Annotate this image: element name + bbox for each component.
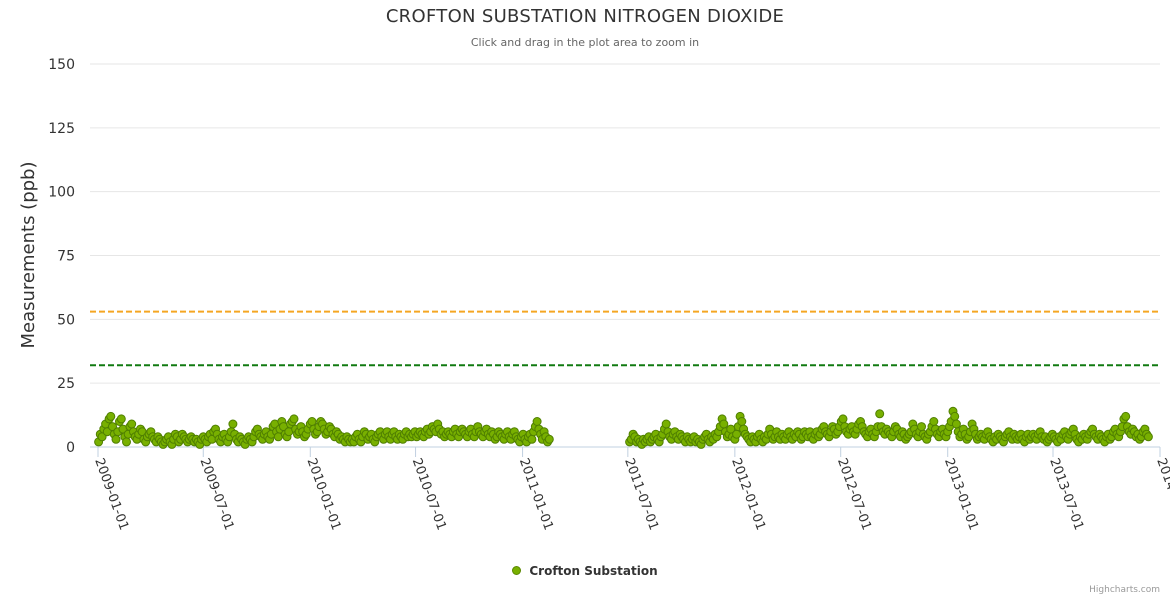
y-tick-label: 0 xyxy=(66,440,75,456)
circle-marker-icon xyxy=(512,566,522,575)
y-tick-label: 150 xyxy=(48,57,75,73)
data-point[interactable] xyxy=(950,411,960,421)
data-point[interactable] xyxy=(917,422,926,432)
x-tick-label: 2009-07-01 xyxy=(197,456,237,532)
x-tick-label: 2012-01-01 xyxy=(728,456,768,532)
x-axis: 2009-01-01 2009-07-01 2010-01-01 2010-07-01… xyxy=(90,446,1170,532)
data-point[interactable] xyxy=(127,419,137,429)
x-tick-label: 2010-07-01 xyxy=(409,456,449,532)
y-tick-label: 75 xyxy=(57,249,75,265)
y-tick-label: 100 xyxy=(48,185,75,201)
data-point[interactable] xyxy=(1121,411,1131,421)
data-point[interactable] xyxy=(838,414,848,424)
data-point[interactable] xyxy=(527,434,537,444)
x-tick-label: 2013-07-01 xyxy=(1046,456,1086,532)
data-point[interactable] xyxy=(737,417,747,426)
data-point[interactable] xyxy=(719,419,729,429)
data-point[interactable] xyxy=(929,417,939,426)
y-tick-label: 125 xyxy=(48,121,75,137)
data-point[interactable] xyxy=(289,414,299,424)
chart-title: CROFTON SUBSTATION NITROGEN DIOXIDE xyxy=(385,6,785,27)
x-tick-label: 2012-07-01 xyxy=(834,456,874,532)
x-tick-label: 2011-07-01 xyxy=(621,456,661,532)
x-tick-label: 2013-01-01 xyxy=(941,456,981,532)
x-tick-label: 2009-01-01 xyxy=(91,456,131,532)
chart-subtitle: Click and drag in the plot area to zoom … xyxy=(470,36,700,49)
y-axis: 0 25 50 75 100 125 150 xyxy=(48,57,75,456)
data-point[interactable] xyxy=(116,414,126,424)
data-point[interactable] xyxy=(875,409,885,419)
x-tick-label: 2011-01-01 xyxy=(516,456,556,532)
data-point[interactable] xyxy=(111,434,121,444)
data-point[interactable] xyxy=(106,411,116,421)
data-point[interactable] xyxy=(307,417,317,426)
data-point[interactable] xyxy=(951,419,961,429)
legend-label: Crofton Substation xyxy=(529,564,658,578)
y-tick-label: 50 xyxy=(57,312,75,328)
grid-lines xyxy=(90,63,1160,384)
y-tick-label: 25 xyxy=(57,376,75,392)
legend-item[interactable]: Crofton Substation xyxy=(0,564,1170,578)
x-tick-label: 2010-01-01 xyxy=(304,456,344,532)
data-point[interactable] xyxy=(661,419,671,429)
threshold-lines xyxy=(90,310,1160,367)
credits-link[interactable]: Highcharts.com xyxy=(1089,585,1160,595)
data-point[interactable] xyxy=(122,437,131,447)
x-tick-label: 2014-01-01 xyxy=(1153,456,1170,532)
data-point[interactable] xyxy=(532,417,542,426)
data-point[interactable] xyxy=(732,429,742,439)
series-crofton-substation[interactable] xyxy=(94,406,1153,449)
data-point[interactable] xyxy=(1143,432,1153,442)
data-point[interactable] xyxy=(544,434,554,444)
y-axis-label: Measurements (ppb) xyxy=(18,162,39,349)
data-point[interactable] xyxy=(228,419,238,429)
